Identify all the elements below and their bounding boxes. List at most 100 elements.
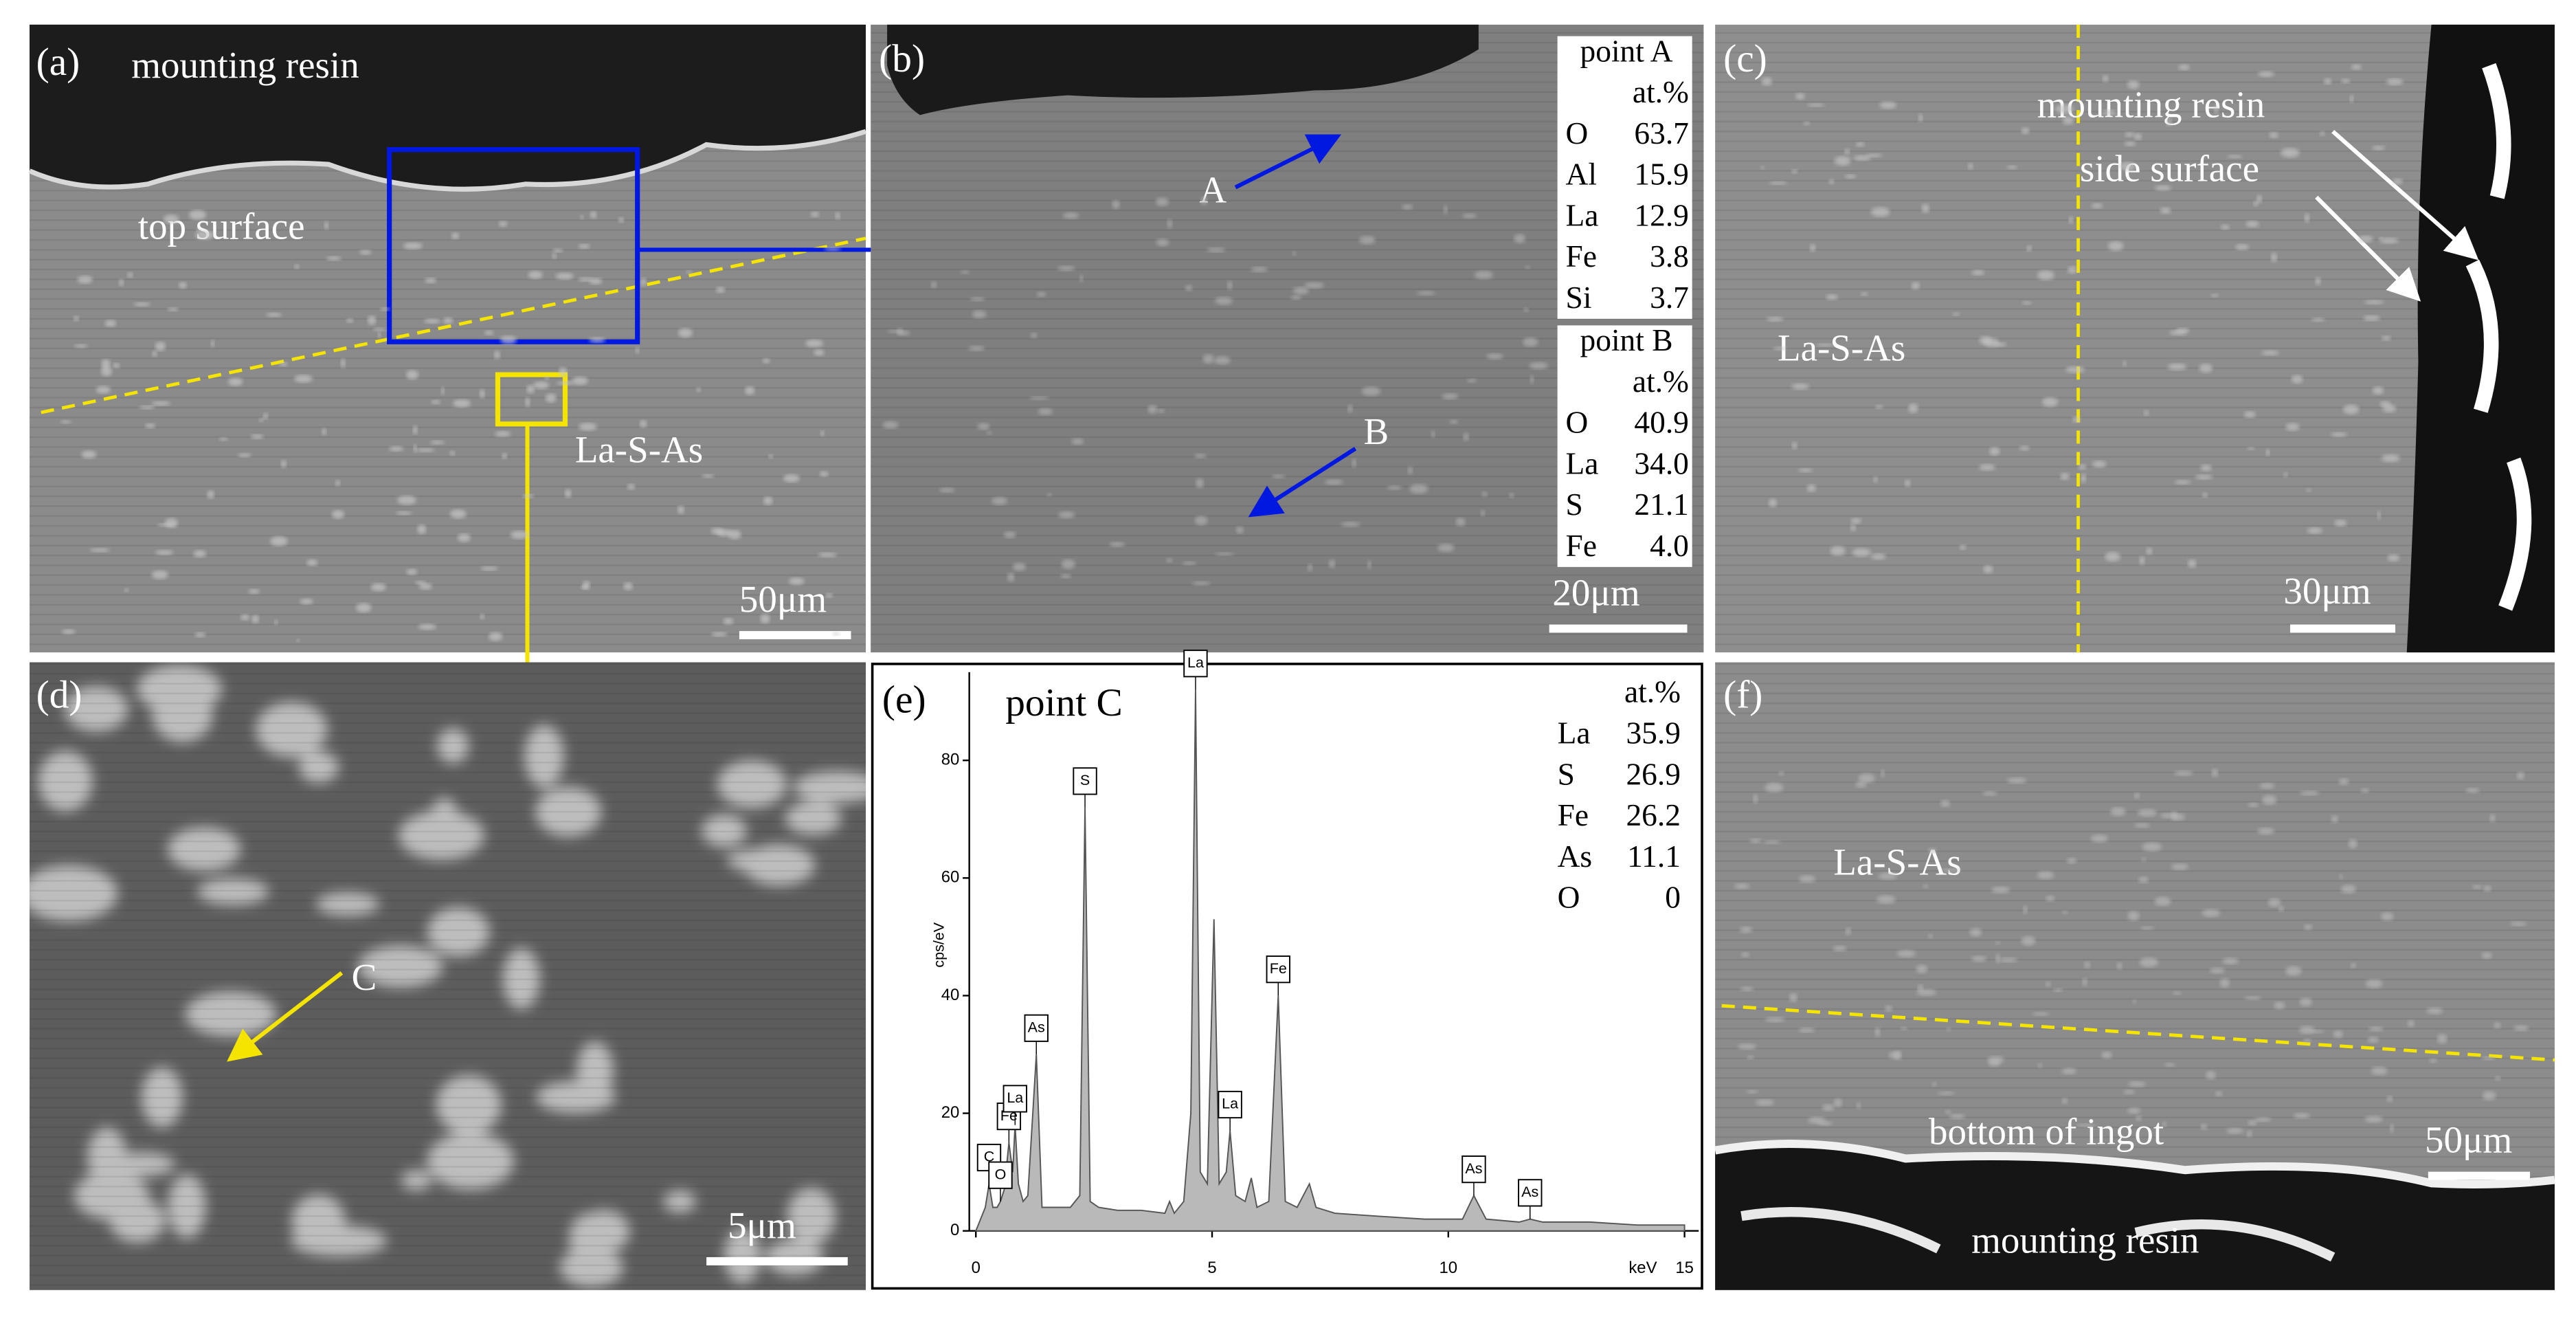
precipitate — [1855, 781, 1867, 788]
x-axis-label: keV — [1628, 1259, 1657, 1277]
precipitate — [1352, 458, 1356, 468]
precipitate — [2281, 148, 2300, 158]
precipitate — [2107, 241, 2124, 252]
precipitate — [2285, 966, 2302, 976]
precipitate — [270, 536, 288, 546]
precipitate — [417, 524, 427, 534]
precipitate — [2368, 1026, 2384, 1032]
precipitate — [1156, 239, 1169, 247]
precipitate — [1061, 559, 1075, 569]
precipitate — [717, 529, 732, 537]
precipitate — [526, 385, 535, 394]
table-value: 40.9 — [1634, 406, 1688, 440]
precipitate — [1341, 522, 1360, 527]
precipitate — [2372, 145, 2385, 151]
precipitate — [1449, 419, 1458, 424]
table-value: 63.7 — [1634, 116, 1688, 151]
precipitate — [2154, 896, 2171, 907]
precipitate — [1917, 984, 1923, 992]
precipitate — [728, 529, 741, 540]
precipitate — [2110, 807, 2126, 817]
precipitate — [2116, 962, 2123, 970]
precipitate — [89, 548, 110, 553]
precipitate — [296, 639, 300, 643]
precipitate — [783, 474, 800, 483]
table-value: 3.8 — [1650, 239, 1689, 274]
precipitate — [396, 511, 412, 516]
precipitate — [101, 359, 111, 369]
precipitate — [2256, 195, 2263, 203]
precipitate — [2285, 423, 2300, 431]
precipitate — [832, 632, 840, 636]
precipitate — [1387, 485, 1402, 490]
precipitate — [2160, 207, 2171, 214]
table-unit: at.% — [1633, 75, 1689, 109]
precipitate — [2032, 1012, 2050, 1016]
precipitate — [367, 316, 377, 325]
precipitate — [819, 471, 829, 477]
peak-label: La — [1222, 1096, 1238, 1112]
y-tick-label: 60 — [941, 868, 960, 887]
precipitate — [2202, 492, 2208, 498]
precipitate — [1467, 378, 1477, 383]
precipitate — [510, 531, 529, 539]
precipitate — [968, 346, 985, 351]
precipitate — [377, 331, 381, 338]
precipitate — [1292, 251, 1297, 256]
precipitate — [2390, 1123, 2394, 1133]
precipitate — [2227, 155, 2243, 159]
precipitate — [2378, 236, 2383, 241]
precipitate — [81, 450, 97, 458]
precipitate — [2334, 520, 2347, 527]
precipitate — [1896, 950, 1916, 958]
precipitate — [1194, 454, 1207, 458]
precipitate — [2381, 912, 2394, 921]
precipitate — [133, 302, 150, 307]
precipitate — [355, 603, 372, 613]
precipitate — [1057, 265, 1075, 272]
precipitate — [578, 277, 593, 282]
precipitate — [1207, 247, 1225, 253]
precipitate — [2076, 1123, 2096, 1127]
precipitate — [2365, 979, 2383, 988]
precipitate — [152, 351, 157, 357]
precipitate — [825, 593, 833, 598]
precipitate — [415, 581, 426, 585]
precipitate — [2343, 404, 2359, 414]
precipitate — [2349, 94, 2354, 103]
precipitate — [2175, 327, 2190, 333]
precipitate — [640, 420, 647, 428]
precipitate — [2367, 1037, 2379, 1043]
table-value: 21.1 — [1634, 487, 1688, 522]
precipitate — [412, 425, 418, 435]
precipitate — [1799, 875, 1815, 883]
precipitate — [2244, 996, 2262, 1000]
precipitate — [151, 401, 171, 406]
precipitate — [104, 320, 117, 327]
peak-label: C — [984, 1149, 995, 1165]
precipitate — [370, 583, 386, 592]
panel-e: (e) point C cps/eV keV at.% La 35.9 S 26.9 Fe… — [871, 650, 1703, 1290]
precipitate — [1852, 548, 1871, 557]
precipitate — [818, 552, 837, 557]
x-tick-label: 0 — [972, 1259, 981, 1277]
scale-bar — [739, 631, 851, 640]
precipitate — [1995, 953, 2000, 964]
precipitate — [589, 278, 602, 285]
precipitate — [1928, 933, 1933, 939]
precipitate — [2068, 216, 2074, 224]
precipitate — [1480, 509, 1486, 516]
composition-table — [1557, 36, 1692, 319]
precipitate — [500, 335, 517, 344]
precipitate — [1918, 113, 1923, 122]
precipitate — [2195, 474, 2213, 480]
precipitate — [480, 613, 485, 620]
precipitate — [2166, 118, 2172, 126]
precipitate — [2105, 551, 2120, 562]
precipitate — [987, 431, 992, 435]
precipitate — [416, 447, 435, 452]
precipitate — [2046, 895, 2054, 902]
precipitate — [1196, 478, 1204, 489]
table-element: Al — [1566, 157, 1597, 192]
point-arrow — [1234, 134, 1342, 190]
